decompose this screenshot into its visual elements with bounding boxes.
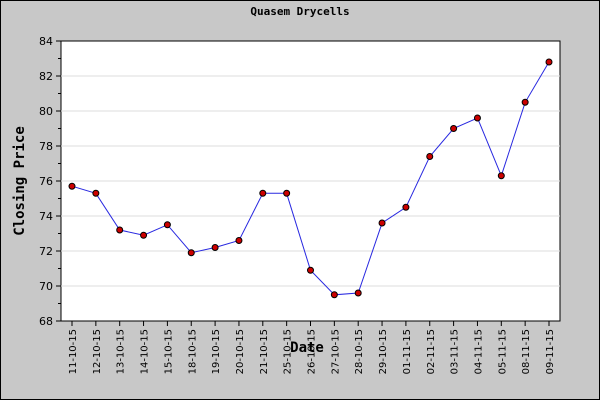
- x-tick-label: 03-11-15: [450, 329, 461, 374]
- data-point: [521, 98, 529, 106]
- x-axis-label: Date: [290, 340, 324, 356]
- data-point: [378, 219, 386, 227]
- x-tick-label: 13-10-15: [116, 329, 127, 374]
- data-point: [354, 289, 362, 297]
- data-point: [450, 125, 458, 132]
- x-tick-label: 29-10-15: [378, 329, 389, 374]
- data-point: [473, 114, 481, 122]
- x-tick-label: 11-10-15: [68, 329, 79, 374]
- data-point: [92, 189, 100, 197]
- data-point: [235, 237, 243, 244]
- y-tick-label: 76: [39, 175, 53, 188]
- data-point: [211, 244, 219, 251]
- y-axis: 68 70 72 74 76 78 80 82 84: [39, 35, 61, 328]
- data-point: [187, 249, 195, 257]
- y-axis-label: Closing Price: [12, 126, 28, 236]
- y-tick-label: 84: [39, 35, 53, 48]
- y-tick-label: 80: [39, 105, 53, 118]
- y-tick-label: 70: [39, 280, 53, 293]
- data-point: [426, 153, 434, 160]
- data-point: [68, 182, 76, 190]
- data-point: [259, 189, 267, 197]
- data-point: [402, 203, 410, 211]
- y-tick-label: 74: [39, 210, 53, 223]
- y-tick-label: 82: [39, 70, 53, 83]
- series-markers: [68, 58, 553, 299]
- x-tick-label: 14-10-15: [140, 329, 151, 374]
- x-tick-label: 28-10-15: [354, 329, 365, 374]
- x-tick-label: 05-11-15: [497, 329, 508, 374]
- data-point: [545, 58, 553, 66]
- data-point: [163, 221, 171, 229]
- y-tick-label: 68: [39, 315, 53, 328]
- data-point: [140, 231, 148, 239]
- x-tick-label: 01-11-15: [402, 329, 413, 374]
- y-tick-label: 72: [39, 245, 53, 258]
- x-tick-label: 09-11-15: [545, 329, 556, 374]
- x-axis: 11-10-15 12-10-15 13-10-15 14-10-15 15-10-15…: [68, 321, 556, 374]
- data-point: [283, 189, 291, 197]
- data-point: [330, 291, 338, 299]
- x-tick-label: 27-10-15: [330, 329, 341, 374]
- y-tick-label: 78: [39, 140, 53, 153]
- data-point: [307, 266, 314, 274]
- x-tick-label: 21-10-15: [259, 329, 270, 374]
- gridlines: [61, 75, 560, 287]
- x-tick-label: 12-10-15: [92, 329, 103, 374]
- x-tick-label: 18-10-15: [187, 329, 198, 374]
- x-tick-label: 08-11-15: [521, 329, 532, 374]
- x-tick-label: 26-10-15: [307, 329, 318, 374]
- x-tick-label: 02-11-15: [426, 329, 437, 374]
- x-tick-label: 15-10-15: [163, 329, 174, 374]
- data-point: [116, 226, 124, 234]
- x-tick-label: 04-11-15: [473, 329, 484, 374]
- chart-title: Quasem Drycells: [250, 5, 349, 18]
- x-tick-label: 20-10-15: [235, 329, 246, 374]
- x-tick-label: 19-10-15: [211, 329, 222, 374]
- x-tick-label: 25-10-15: [283, 329, 294, 374]
- data-point: [497, 172, 505, 180]
